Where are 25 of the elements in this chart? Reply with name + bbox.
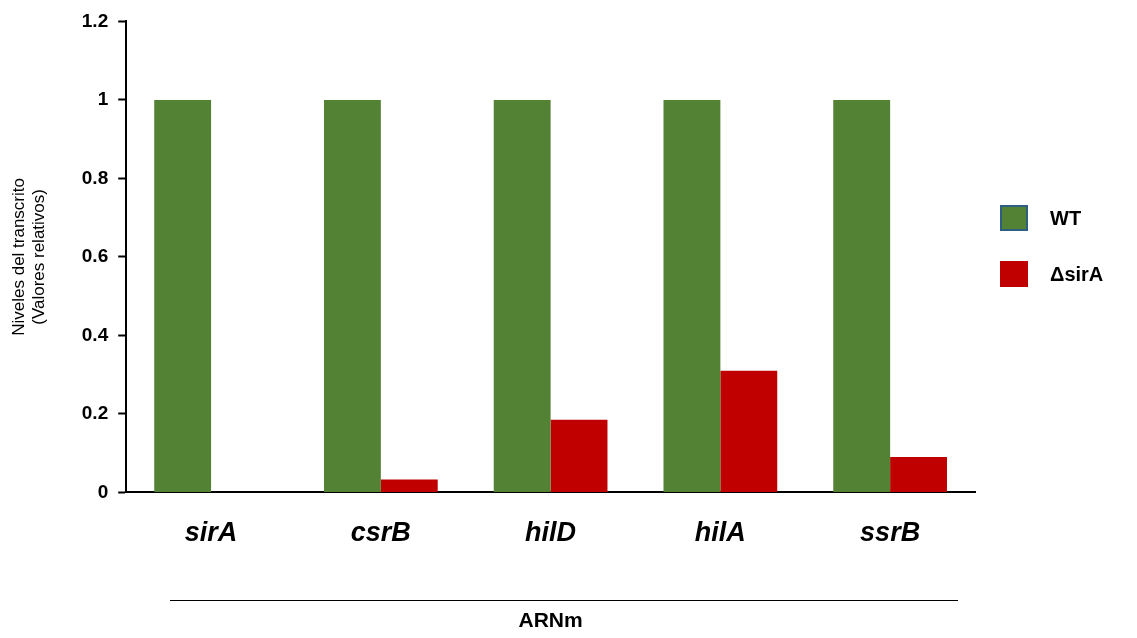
y-tick-label: 0.6 (81, 245, 109, 267)
bar (493, 99, 551, 492)
bar (154, 99, 212, 492)
bar (720, 370, 778, 492)
x-axis-title: ARNm (518, 608, 583, 632)
x-tick-label: ssrB (860, 517, 921, 548)
x-tick-label: hilA (694, 517, 746, 548)
y-tick-label: 0.2 (81, 402, 109, 424)
bar (833, 99, 891, 492)
y-tick-label: 1.2 (81, 9, 109, 31)
x-tick-label: sirA (184, 517, 238, 548)
bar (323, 99, 381, 492)
bar (550, 419, 608, 492)
legend-label: ΔsirA (1050, 262, 1104, 286)
bar (663, 99, 721, 492)
y-tick-label: 1 (97, 88, 109, 110)
bar (890, 457, 947, 492)
legend-label: WT (1050, 206, 1082, 230)
y-tick-label: 0.8 (81, 166, 109, 188)
y-tick-label: 0.4 (81, 323, 109, 345)
y-axis-title: Niveles del transcrito (Valores relativos) (8, 178, 49, 336)
y-tick-label: 0 (97, 480, 109, 502)
bar (380, 479, 438, 492)
x-tick-label: hilD (525, 517, 577, 548)
x-tick-label: csrB (350, 517, 411, 548)
